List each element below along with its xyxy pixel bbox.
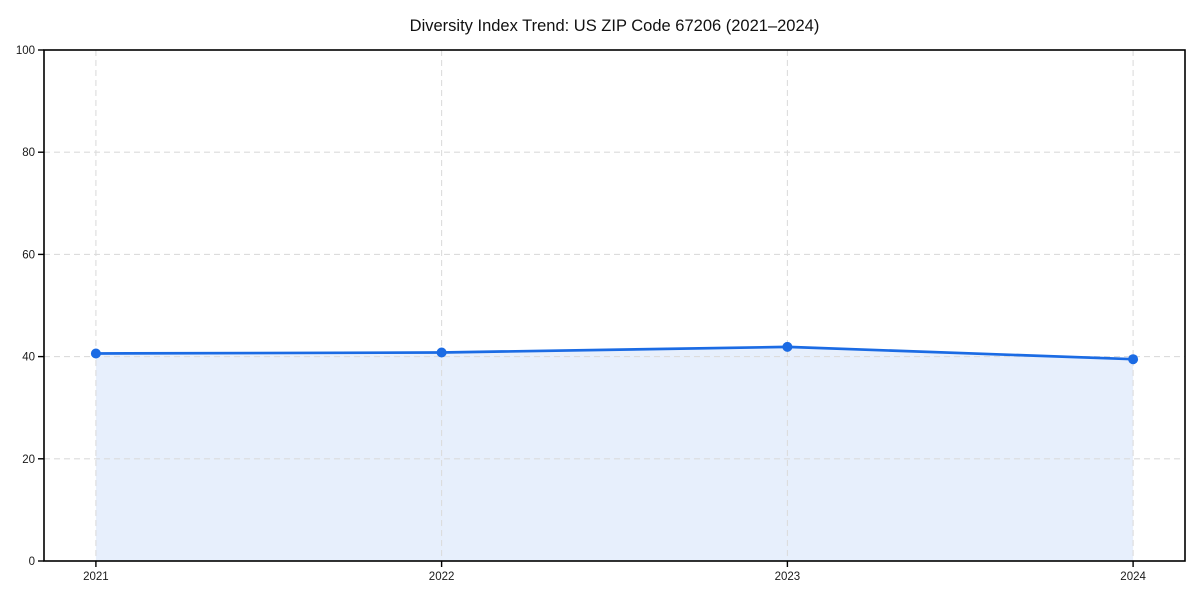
series-line xyxy=(94,345,1135,361)
data-point-marker xyxy=(90,348,101,359)
x-tick-label: 2023 xyxy=(775,571,801,583)
y-tick-label: 80 xyxy=(22,147,35,159)
x-tick-label: 2022 xyxy=(429,571,455,583)
data-point-marker xyxy=(782,341,793,352)
y-tick-label: 60 xyxy=(22,249,35,261)
x-tick-label: 2024 xyxy=(1120,571,1146,583)
plot-frame xyxy=(43,49,1186,562)
y-tick-label: 0 xyxy=(29,556,35,568)
plot-border xyxy=(43,49,1186,562)
y-tick-label: 100 xyxy=(16,45,35,57)
axis-ticks-and-labels: 0 20 40 60 80 100 2021 2022 2023 2024 xyxy=(16,45,1147,583)
series-area xyxy=(95,346,1134,561)
y-tick-label: 40 xyxy=(22,352,35,364)
trend-line xyxy=(94,345,1135,361)
y-tick-label: 20 xyxy=(22,454,35,466)
data-point-marker xyxy=(436,347,447,358)
chart-title: Diversity Index Trend: US ZIP Code 67206… xyxy=(410,17,820,35)
area-fill xyxy=(95,346,1134,561)
data-point-marker xyxy=(1128,354,1139,365)
x-tick-label: 2021 xyxy=(83,571,109,583)
data-point-markers xyxy=(90,341,1139,365)
